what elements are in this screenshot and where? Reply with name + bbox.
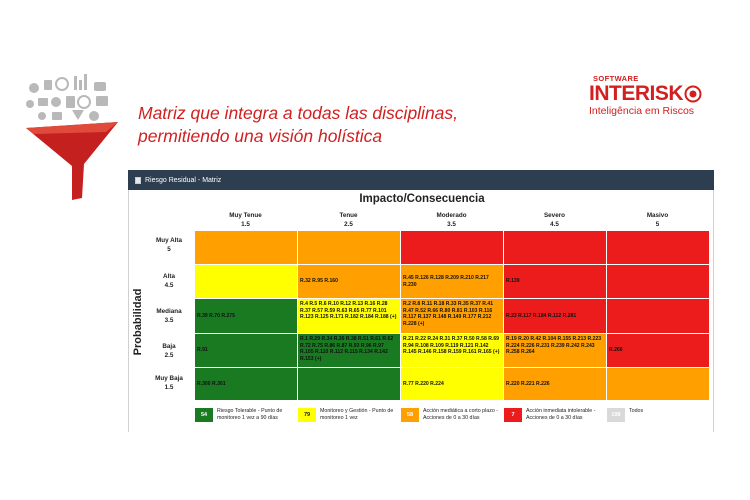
brand-name: INTERISK [589, 82, 684, 105]
matrix-cell[interactable]: R.1 R.29 R.34 R.36 R.38 R.51 R.61 R.62 R… [297, 333, 401, 368]
legend-label: Acción mediática a corto plazo - Accione… [423, 408, 499, 421]
risk-matrix-panel: Riesgo Residual - Matriz Impacto/Consecu… [128, 170, 714, 432]
matrix-cell[interactable] [400, 230, 504, 265]
probability-axis-title: Probabilidad [131, 252, 145, 392]
row-value: 4.5 [164, 282, 174, 289]
legend-item-inmediata[interactable]: 7 Acción inmediata intolerable - Accione… [504, 408, 606, 422]
matrix-cell[interactable] [503, 230, 607, 265]
row-header-muy-alta: Muy Alta 5 [145, 236, 193, 254]
brand-software-label: SOFTWARE [593, 74, 639, 83]
row-header-mediana: Mediana 3.5 [145, 307, 193, 325]
matrix-cell[interactable]: R.19 R.20 R.42 R.104 R.155 R.213 R.223 R… [503, 333, 607, 368]
matrix-cell[interactable]: R.23 R.117 R.184 R.112 R.281 [503, 298, 607, 334]
column-value: 2.5 [344, 221, 353, 228]
row-value: 1.5 [164, 384, 174, 391]
row-value: 3.5 [164, 317, 174, 324]
brand-tagline: Inteligência em Riscos [589, 105, 695, 117]
column-name: Moderado [436, 212, 467, 219]
discipline-icons [26, 74, 108, 121]
panel-title: Riesgo Residual - Matriz [145, 176, 222, 184]
column-name: Severo [543, 212, 565, 219]
matrix-cell[interactable]: R.91 [194, 333, 298, 368]
headline-line-2: permitiendo una visión holística [138, 126, 383, 146]
column-header-severo: Severo 4.5 [503, 211, 606, 229]
legend-count-badge: 54 [195, 408, 213, 422]
brand-circle-icon [684, 85, 702, 102]
legend-item-monitoreo[interactable]: 79 Monitoreo y Gestión - Punto de monito… [298, 408, 400, 422]
row-name: Muy Baja [155, 375, 183, 382]
legend-label: Riesgo Tolerable - Punto de monitoreo 1 … [217, 408, 283, 421]
legend-count-badge: 7 [504, 408, 522, 422]
column-header-masivo: Masivo 5 [606, 211, 709, 229]
headline-line-1: Matriz que integra a todas las disciplin… [138, 103, 459, 123]
matrix-cell[interactable]: R.139 [503, 264, 607, 299]
legend-count-badge: 79 [298, 408, 316, 422]
matrix-cell[interactable] [606, 298, 710, 334]
column-header-tenue: Tenue 2.5 [297, 211, 400, 229]
matrix-body: Impacto/Consecuencia Muy Tenue 1.5 Tenue… [128, 190, 714, 432]
legend-label: Todos [629, 408, 644, 414]
matrix-cell[interactable] [297, 230, 401, 265]
row-name: Muy Alta [155, 237, 182, 244]
row-header-baja: Baja 2.5 [145, 342, 193, 360]
column-value: 3.5 [447, 221, 456, 228]
row-value: 2.5 [164, 352, 174, 359]
matrix-cell[interactable]: R.300 R.301 [194, 367, 298, 401]
probability-axis-label: Probabilidad [132, 288, 144, 356]
matrix-cell[interactable] [606, 367, 710, 401]
row-name: Baja [162, 343, 176, 350]
column-value: 5 [655, 221, 660, 228]
column-name: Tenue [339, 212, 358, 219]
matrix-cell[interactable] [297, 367, 401, 401]
matrix-cell[interactable] [606, 230, 710, 265]
matrix-cell[interactable] [194, 264, 298, 299]
column-value: 1.5 [241, 221, 250, 228]
row-name: Mediana [156, 308, 182, 315]
funnel-shape [26, 122, 118, 200]
panel-title-bar: Riesgo Residual - Matriz [128, 170, 714, 190]
legend-count-badge: 198 [607, 408, 625, 422]
matrix-cell[interactable]: R.21 R.22 R.24 R.31 R.37 R.50 R.58 R.69 … [400, 333, 504, 368]
matrix-cell[interactable]: R.39 R.70 R.275 [194, 298, 298, 334]
interisk-logo: SOFTWARE INTERISK Inteligência em Riscos [589, 74, 714, 117]
matrix-cell[interactable]: R.266 [606, 333, 710, 368]
column-value: 4.5 [550, 221, 559, 228]
legend-item-todos[interactable]: 198 Todos [607, 408, 709, 422]
row-header-alta: Alta 4.5 [145, 272, 193, 290]
matrix-cell[interactable] [606, 264, 710, 299]
matrix-cell[interactable]: R.2 R.8 R.11 R.18 R.33 R.35 R.37 R.41 R.… [400, 298, 504, 334]
legend-item-corto-plazo[interactable]: 58 Acción mediática a corto plazo - Acci… [401, 408, 503, 422]
matrix-cell[interactable]: R.4 R.5 R.6 R.10 R.12 R.13 R.16 R.28 R.3… [297, 298, 401, 334]
column-header-muy-tenue: Muy Tenue 1.5 [194, 211, 297, 229]
matrix-cell[interactable]: R.32 R.95 R.160 [297, 264, 401, 299]
legend-count-badge: 58 [401, 408, 419, 422]
matrix-cell[interactable]: R.220 R.221 R.226 [503, 367, 607, 401]
slide-headline: Matriz que integra a todas las disciplin… [138, 102, 458, 148]
matrix-cell[interactable]: R.45 R.126 R.128 R.209 R.210 R.217 R.230 [400, 264, 504, 299]
row-name: Alta [163, 273, 175, 280]
legend-item-tolerable[interactable]: 54 Riesgo Tolerable - Punto de monitoreo… [195, 408, 297, 422]
row-value: 5 [167, 246, 171, 253]
legend-label: Acción inmediata intolerable - Acciones … [526, 408, 596, 421]
matrix-cell[interactable]: R.77 R.220 R.224 [400, 367, 504, 401]
impact-axis-title: Impacto/Consecuencia [359, 193, 485, 205]
row-header-muy-baja: Muy Baja 1.5 [145, 374, 193, 392]
matrix-legend: 54 Riesgo Tolerable - Punto de monitoreo… [129, 404, 715, 430]
column-name: Masivo [646, 212, 669, 219]
legend-label: Monitoreo y Gestión - Punto de monitoreo… [320, 408, 394, 421]
document-icon [135, 176, 141, 184]
column-name: Muy Tenue [229, 212, 262, 219]
column-header-moderado: Moderado 3.5 [400, 211, 503, 229]
disciplines-funnel-illustration [26, 74, 118, 200]
matrix-cell[interactable] [194, 230, 298, 265]
